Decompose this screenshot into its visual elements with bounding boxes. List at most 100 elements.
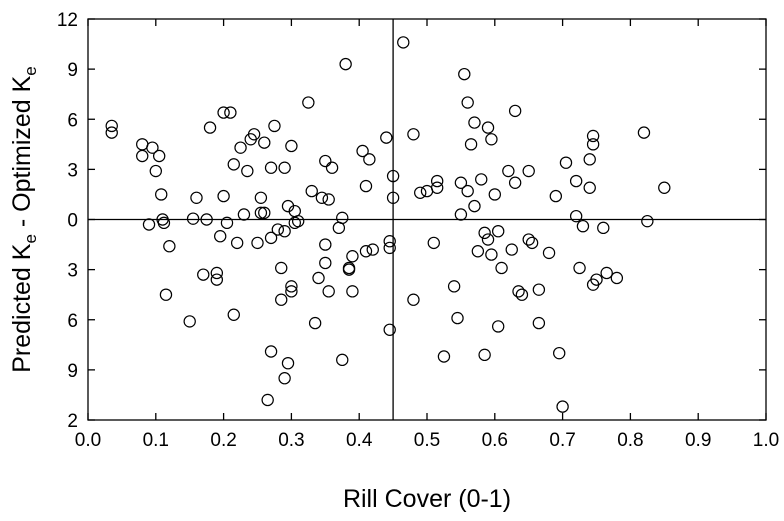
data-point: [468, 116, 481, 129]
data-point: [359, 179, 373, 193]
data-point: [264, 161, 278, 174]
data-point: [522, 233, 535, 246]
y-axis-title: Predicted Ke - Optimized Ke: [8, 66, 40, 373]
data-point: [105, 126, 118, 139]
data-point: [227, 158, 240, 171]
data-point: [281, 356, 295, 370]
data-point: [315, 191, 329, 204]
data-point: [271, 223, 285, 236]
x-tick-label: 1.0: [753, 430, 779, 451]
data-point: [322, 193, 335, 206]
data-point: [610, 271, 624, 285]
data-point: [637, 126, 651, 139]
data-point: [210, 273, 224, 286]
data-point: [241, 164, 254, 178]
y-tick-label: 12: [57, 10, 78, 31]
data-point: [427, 236, 440, 250]
data-point: [481, 233, 495, 246]
data-point: [319, 154, 332, 168]
data-point: [285, 285, 298, 298]
data-point: [658, 181, 671, 194]
data-point: [522, 164, 535, 178]
y-tick-label: 0: [67, 211, 78, 232]
data-point: [559, 156, 573, 169]
data-point: [590, 273, 603, 286]
data-point: [569, 209, 583, 223]
data-point: [397, 36, 410, 49]
data-point: [278, 161, 291, 174]
data-point: [478, 348, 491, 362]
data-point: [641, 214, 654, 228]
data-point: [136, 149, 149, 163]
data-point: [468, 199, 481, 213]
data-point: [261, 393, 274, 407]
data-point: [159, 288, 173, 301]
data-point: [217, 106, 230, 119]
data-point: [458, 67, 471, 81]
data-point: [214, 230, 227, 243]
data-point: [485, 133, 498, 146]
data-point: [454, 208, 468, 221]
data-point: [268, 119, 281, 133]
x-tick-label: 0.9: [685, 430, 711, 451]
data-point: [210, 266, 224, 280]
x-tick-label: 0.1: [143, 430, 169, 451]
y-tick-label: 9: [67, 361, 78, 382]
data-point: [488, 188, 501, 201]
data-point: [230, 236, 244, 250]
y-axis-tick-labels: 12 9 6 3 0 3 6 9 2: [57, 10, 78, 432]
y-axis-title-prefix: Predicted K: [8, 243, 36, 373]
x-tick-label: 0.2: [210, 430, 236, 451]
data-point: [254, 206, 268, 220]
data-point: [386, 169, 400, 183]
data-point: [285, 139, 298, 153]
data-point: [186, 212, 200, 225]
data-point: [146, 141, 159, 154]
data-point: [224, 106, 237, 119]
data-point: [346, 285, 359, 298]
data-point: [203, 121, 217, 134]
data-point: [505, 243, 518, 256]
x-tick-label: 0.8: [617, 430, 643, 451]
data-point: [437, 350, 451, 363]
data-point: [383, 235, 396, 248]
y-axis-title-subscript-1: e: [21, 234, 40, 243]
data-point: [258, 136, 271, 149]
data-point: [264, 345, 278, 358]
data-point: [407, 293, 420, 306]
data-point: [556, 400, 569, 413]
data-point: [152, 149, 166, 163]
data-point: [325, 161, 339, 174]
data-point: [576, 219, 590, 233]
data-point: [481, 121, 495, 134]
data-point: [464, 138, 478, 151]
data-point: [258, 206, 271, 220]
data-point: [508, 176, 522, 189]
x-tick-label: 0.0: [75, 430, 101, 451]
data-point: [183, 315, 196, 328]
data-point: [383, 323, 396, 336]
data-point: [553, 346, 566, 360]
data-point: [515, 288, 529, 301]
data-point: [217, 189, 230, 203]
data-point: [227, 308, 240, 321]
data-point: [542, 246, 556, 260]
data-point: [491, 224, 505, 238]
data-point: [254, 191, 268, 204]
y-tick-label: 2: [67, 411, 78, 432]
x-axis-title: Rill Cover (0-1): [343, 485, 511, 513]
data-point: [237, 208, 251, 221]
data-point: [447, 280, 461, 293]
data-point: [275, 261, 288, 275]
data-point: [356, 144, 369, 158]
data-point: [359, 245, 373, 258]
data-points: [105, 36, 671, 413]
data-point: [502, 164, 515, 178]
data-point: [155, 188, 168, 201]
data-point: [600, 266, 613, 280]
x-tick-label: 0.4: [346, 430, 373, 451]
data-point: [430, 181, 444, 194]
data-point: [197, 268, 210, 281]
data-point: [532, 283, 546, 296]
data-point: [342, 263, 356, 276]
